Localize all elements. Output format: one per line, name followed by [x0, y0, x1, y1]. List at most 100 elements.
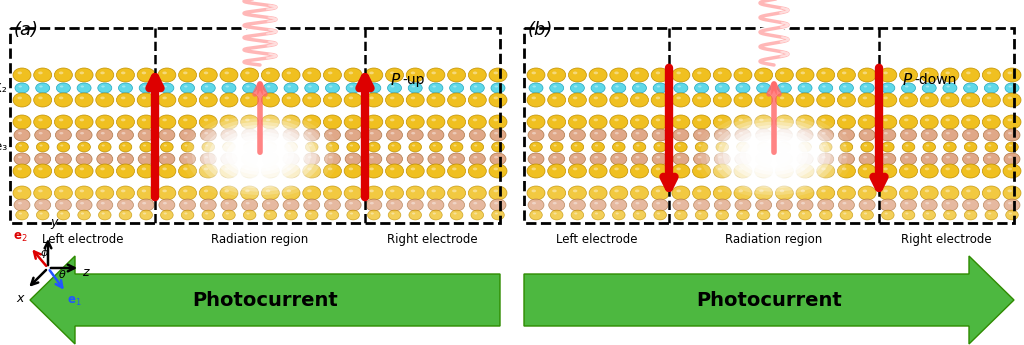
Ellipse shape: [468, 115, 486, 129]
Ellipse shape: [158, 93, 176, 107]
Ellipse shape: [718, 189, 722, 192]
Ellipse shape: [532, 202, 536, 204]
Ellipse shape: [200, 115, 217, 129]
Ellipse shape: [817, 93, 835, 107]
Ellipse shape: [797, 199, 813, 211]
Ellipse shape: [226, 213, 229, 215]
Ellipse shape: [777, 83, 792, 93]
Ellipse shape: [266, 118, 270, 121]
Ellipse shape: [758, 142, 770, 152]
Ellipse shape: [965, 210, 977, 220]
Ellipse shape: [987, 132, 991, 135]
Ellipse shape: [38, 189, 43, 192]
Ellipse shape: [307, 189, 311, 192]
Ellipse shape: [636, 145, 639, 147]
Ellipse shape: [677, 97, 681, 99]
Ellipse shape: [407, 186, 424, 200]
Ellipse shape: [821, 168, 825, 170]
Ellipse shape: [947, 213, 950, 215]
Ellipse shape: [822, 213, 825, 215]
Ellipse shape: [200, 93, 217, 107]
Ellipse shape: [569, 129, 586, 141]
Ellipse shape: [884, 189, 888, 192]
Ellipse shape: [224, 71, 229, 74]
Ellipse shape: [198, 118, 323, 192]
Ellipse shape: [945, 189, 950, 192]
Ellipse shape: [200, 186, 217, 200]
Ellipse shape: [718, 71, 722, 74]
Ellipse shape: [224, 189, 229, 192]
Ellipse shape: [527, 68, 545, 82]
Ellipse shape: [780, 168, 784, 170]
Ellipse shape: [15, 210, 29, 220]
Ellipse shape: [388, 142, 400, 152]
Text: Left electrode: Left electrode: [556, 233, 637, 246]
Ellipse shape: [775, 164, 794, 178]
Ellipse shape: [453, 189, 457, 192]
Ellipse shape: [987, 202, 991, 204]
Ellipse shape: [468, 93, 486, 107]
Ellipse shape: [926, 156, 929, 158]
Ellipse shape: [307, 168, 311, 170]
Text: $P$: $P$: [390, 72, 401, 88]
Ellipse shape: [692, 93, 711, 107]
Ellipse shape: [799, 210, 811, 220]
Text: Radiation region: Radiation region: [725, 233, 822, 246]
Ellipse shape: [821, 132, 825, 135]
Ellipse shape: [244, 210, 256, 220]
Ellipse shape: [755, 115, 773, 129]
Ellipse shape: [18, 145, 22, 147]
Ellipse shape: [204, 189, 208, 192]
Ellipse shape: [222, 210, 236, 220]
Ellipse shape: [142, 86, 146, 88]
Ellipse shape: [946, 202, 950, 204]
Ellipse shape: [532, 132, 536, 135]
Ellipse shape: [942, 129, 957, 141]
Ellipse shape: [694, 108, 853, 202]
Ellipse shape: [37, 210, 49, 220]
Ellipse shape: [308, 213, 311, 215]
Ellipse shape: [348, 71, 353, 74]
Ellipse shape: [100, 156, 104, 158]
Ellipse shape: [430, 210, 442, 220]
Ellipse shape: [549, 199, 564, 211]
Ellipse shape: [759, 189, 764, 192]
Ellipse shape: [220, 115, 238, 129]
Ellipse shape: [734, 132, 814, 178]
Ellipse shape: [591, 83, 605, 93]
Ellipse shape: [656, 202, 660, 204]
Ellipse shape: [307, 71, 311, 74]
Ellipse shape: [140, 142, 153, 152]
Ellipse shape: [330, 213, 333, 215]
Ellipse shape: [631, 68, 648, 82]
Ellipse shape: [432, 132, 436, 135]
Ellipse shape: [755, 186, 773, 200]
Ellipse shape: [204, 156, 208, 158]
Ellipse shape: [241, 186, 259, 200]
Ellipse shape: [923, 83, 936, 93]
Ellipse shape: [1008, 71, 1012, 74]
Ellipse shape: [390, 156, 394, 158]
Ellipse shape: [801, 132, 805, 135]
Ellipse shape: [941, 68, 958, 82]
Ellipse shape: [101, 213, 104, 215]
Ellipse shape: [698, 86, 701, 88]
Ellipse shape: [706, 115, 842, 195]
Ellipse shape: [60, 145, 63, 147]
Ellipse shape: [864, 145, 867, 147]
Ellipse shape: [842, 189, 847, 192]
Ellipse shape: [330, 145, 333, 147]
Ellipse shape: [283, 199, 299, 211]
Ellipse shape: [943, 83, 956, 93]
Ellipse shape: [941, 164, 958, 178]
Ellipse shape: [963, 199, 979, 211]
Ellipse shape: [838, 93, 855, 107]
Ellipse shape: [925, 168, 929, 170]
Ellipse shape: [163, 156, 167, 158]
Ellipse shape: [657, 213, 660, 215]
Ellipse shape: [183, 168, 187, 170]
Ellipse shape: [780, 97, 784, 99]
Ellipse shape: [692, 164, 711, 178]
Ellipse shape: [37, 142, 49, 152]
Ellipse shape: [573, 132, 578, 135]
